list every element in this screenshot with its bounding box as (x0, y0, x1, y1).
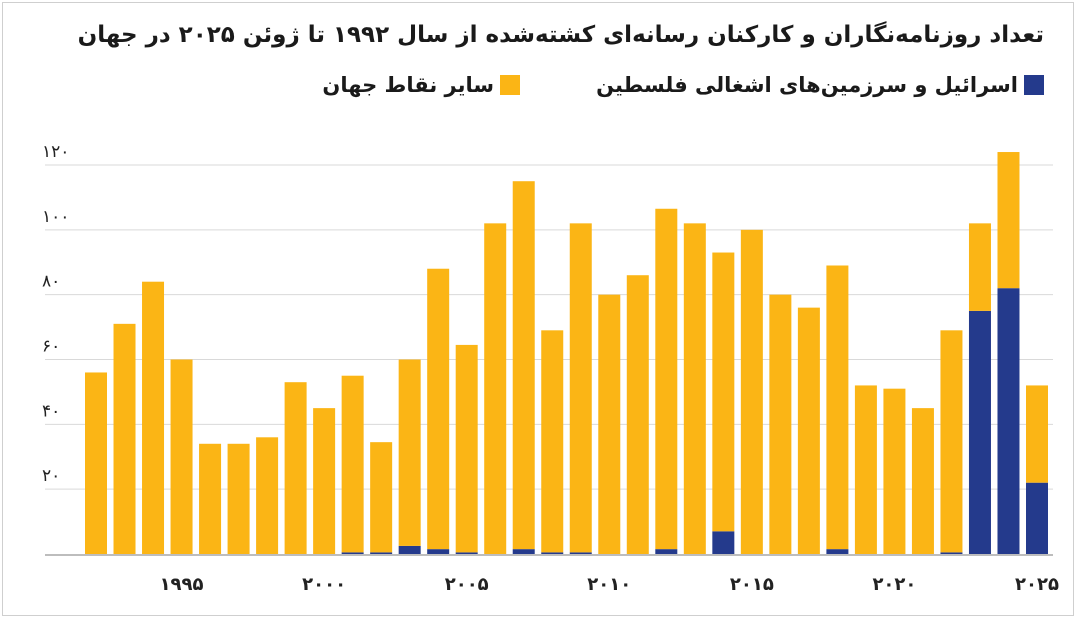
x-tick-label-2010: ۲۰۱۰ (587, 574, 631, 595)
bar-other-1992 (85, 372, 107, 554)
bar-other-1994 (142, 281, 165, 554)
bar-israel-2022 (940, 552, 963, 554)
bar-other-2000 (313, 408, 336, 554)
bar-other-2007 (512, 181, 535, 550)
bar-other-2016 (769, 294, 792, 554)
y-tick-label-40: ۴۰ (42, 401, 60, 421)
bar-israel-2004 (427, 549, 450, 554)
bar-other-2012 (655, 208, 678, 550)
bar-other-1999 (284, 382, 307, 554)
bar-israel-2009 (569, 552, 592, 554)
x-tick-label-2005: ۲۰۰۵ (445, 574, 489, 595)
bar-other-2023 (968, 223, 991, 311)
x-tick-label-2020: ۲۰۲۰ (872, 574, 916, 595)
x-tick-label-1995: ۱۹۹۵ (160, 574, 204, 595)
bar-other-1993 (113, 323, 136, 554)
bar-other-2008 (541, 330, 564, 553)
bar-other-2021 (911, 408, 934, 554)
y-tick-label-80: ۸۰ (42, 272, 60, 292)
bar-other-2009 (569, 223, 592, 553)
bar-other-2014 (712, 252, 735, 532)
bar-other-2001 (341, 375, 364, 553)
bar-other-2018 (826, 265, 849, 550)
bar-other-1996 (199, 443, 222, 554)
legend-label-israel: اسرائیل و سرزمین‌های اشغالی فلسطین (596, 73, 1018, 97)
bar-israel-2008 (541, 552, 564, 554)
y-tick-label-100: ۱۰۰ (42, 207, 69, 227)
x-tick-label-2025: ۲۰۲۵ (1015, 574, 1059, 595)
legend-item-other: سایر نقاط جهان (322, 72, 520, 98)
y-tick-label-120: ۱۲۰ (42, 142, 69, 162)
bars (85, 152, 1048, 555)
legend-swatch-other (500, 75, 520, 95)
bar-other-2010 (598, 294, 621, 554)
bar-other-2022 (940, 330, 963, 553)
bar-other-2013 (683, 223, 706, 554)
bar-israel-2025 (1026, 482, 1048, 554)
bar-other-2025 (1026, 385, 1048, 483)
bar-israel-2003 (398, 545, 421, 554)
legend-label-other: سایر نقاط جهان (322, 73, 494, 97)
bar-other-1997 (227, 443, 250, 554)
bar-other-2011 (626, 275, 649, 554)
bar-other-2017 (797, 307, 820, 554)
bar-israel-2001 (341, 552, 364, 554)
y-axis-ticks: ۲۰ ۴۰ ۶۰ ۸۰ ۱۰۰ ۱۲۰ (42, 142, 69, 486)
bar-israel-2002 (370, 552, 393, 554)
bar-other-2005 (455, 344, 478, 553)
x-tick-label-2015: ۲۰۱۵ (730, 574, 774, 595)
bar-israel-2023 (968, 310, 991, 554)
bar-israel-2024 (997, 288, 1020, 554)
bar-other-1998 (256, 437, 279, 554)
bar-israel-2018 (826, 549, 849, 554)
legend-item-israel: اسرائیل و سرزمین‌های اشغالی فلسطین (596, 72, 1044, 98)
bar-other-2015 (740, 229, 763, 555)
bar-israel-2012 (655, 549, 678, 554)
bar-other-2006 (484, 223, 507, 554)
bar-other-2020 (883, 388, 906, 554)
legend-swatch-israel (1024, 75, 1044, 95)
y-tick-label-60: ۶۰ (42, 337, 60, 357)
y-tick-label-20: ۲۰ (42, 466, 60, 486)
x-tick-label-2000: ۲۰۰۰ (302, 574, 346, 595)
bar-other-2002 (370, 442, 393, 553)
x-axis-ticks: ۱۹۹۵ ۲۰۰۰ ۲۰۰۵ ۲۰۱۰ ۲۰۱۵ ۲۰۲۰ ۲۰۲۵ (160, 574, 1059, 595)
bar-other-2003 (398, 359, 421, 546)
bar-israel-2007 (512, 549, 535, 554)
bar-other-2004 (427, 268, 450, 550)
chart-title: تعداد روزنامه‌نگاران و کارکنان رسانه‌ای … (77, 22, 1044, 48)
bar-israel-2005 (455, 552, 478, 554)
bar-other-2019 (854, 385, 877, 554)
bar-other-2024 (997, 152, 1020, 289)
bar-other-1995 (170, 359, 193, 554)
bar-israel-2014 (712, 531, 735, 554)
